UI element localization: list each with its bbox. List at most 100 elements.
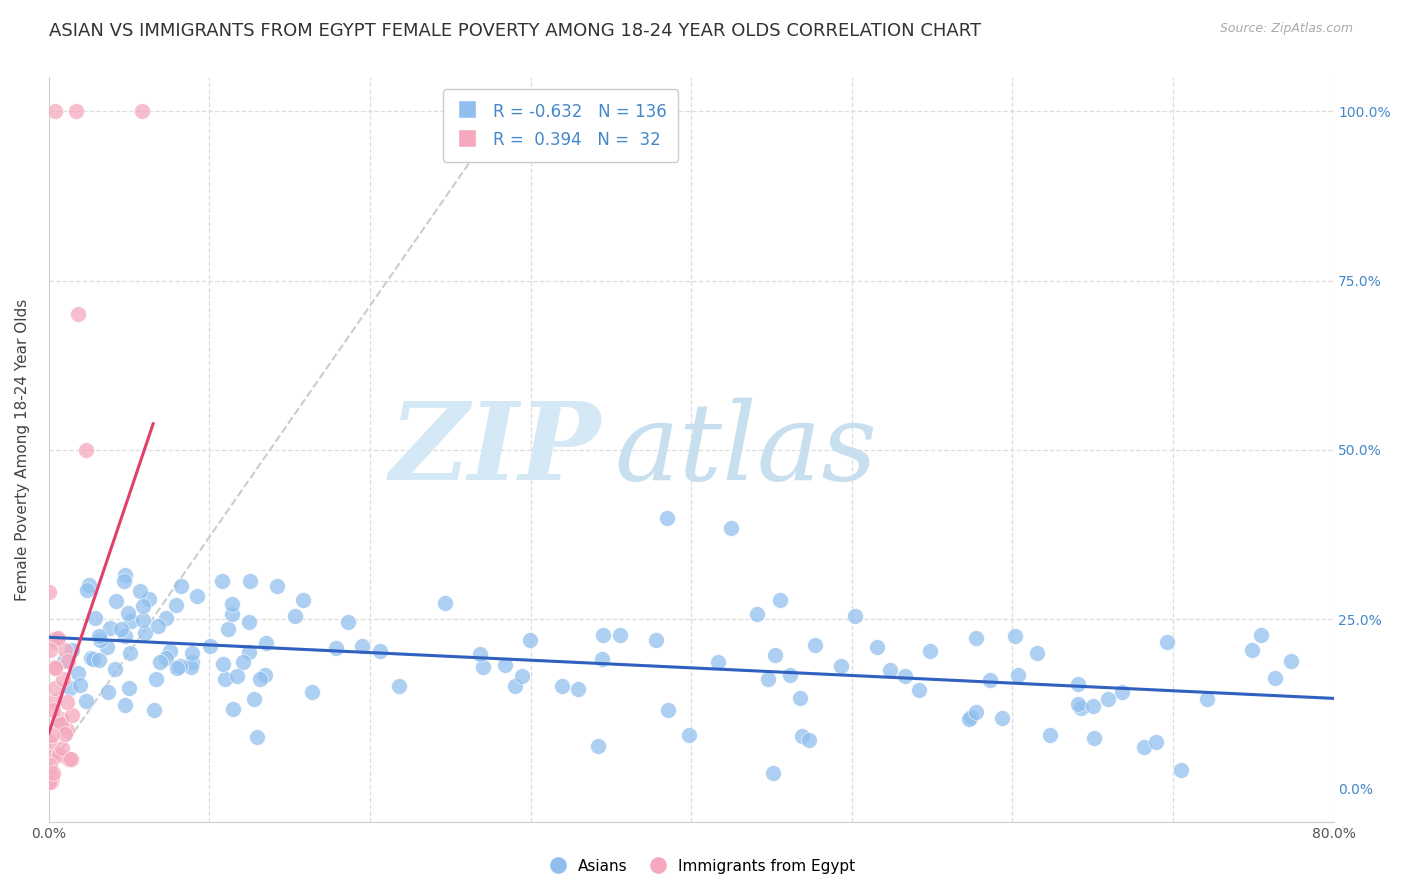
Point <box>762 765 785 780</box>
Point <box>471 660 494 674</box>
Point <box>42 632 65 646</box>
Point <box>44 634 66 648</box>
Point <box>1097 692 1119 706</box>
Point <box>1132 740 1154 755</box>
Point <box>98 621 121 635</box>
Point <box>494 658 516 673</box>
Point <box>368 644 391 658</box>
Legend: R = -0.632   N = 136, R =  0.394   N =  32: R = -0.632 N = 136, R = 0.394 N = 32 <box>443 89 678 161</box>
Point <box>77 577 100 591</box>
Point <box>1067 697 1090 711</box>
Point <box>46 631 69 645</box>
Point <box>132 613 155 627</box>
Point <box>60 752 83 766</box>
Point <box>325 640 347 655</box>
Point <box>49 716 72 731</box>
Point <box>82 652 104 666</box>
Text: atlas: atlas <box>614 397 877 502</box>
Point <box>246 730 269 744</box>
Point <box>769 593 792 607</box>
Point <box>48 747 70 762</box>
Point <box>301 685 323 699</box>
Point <box>1083 731 1105 746</box>
Y-axis label: Female Poverty Among 18-24 Year Olds: Female Poverty Among 18-24 Year Olds <box>15 299 30 601</box>
Point <box>226 669 249 683</box>
Text: ZIP: ZIP <box>389 397 602 503</box>
Point <box>1070 701 1092 715</box>
Point <box>41 770 63 784</box>
Point <box>745 607 768 621</box>
Point <box>503 680 526 694</box>
Point <box>592 628 614 642</box>
Point <box>645 633 668 648</box>
Point <box>80 650 103 665</box>
Point <box>55 695 77 709</box>
Point <box>180 646 202 660</box>
Point <box>763 648 786 662</box>
Point <box>110 622 132 636</box>
Point <box>53 654 76 668</box>
Point <box>121 614 143 628</box>
Point <box>253 668 276 682</box>
Point <box>44 661 66 675</box>
Point <box>165 599 187 613</box>
Point <box>129 583 152 598</box>
Point <box>60 708 83 723</box>
Point <box>83 611 105 625</box>
Point <box>58 654 80 668</box>
Point <box>65 104 87 119</box>
Point <box>966 631 988 645</box>
Point <box>38 584 60 599</box>
Point <box>1004 629 1026 643</box>
Point <box>180 660 202 674</box>
Point <box>1067 677 1090 691</box>
Point <box>97 685 120 699</box>
Point <box>657 704 679 718</box>
Point <box>42 703 65 717</box>
Point <box>138 591 160 606</box>
Point <box>149 655 172 669</box>
Point <box>159 644 181 658</box>
Point <box>38 758 60 772</box>
Point <box>222 701 245 715</box>
Point <box>114 567 136 582</box>
Point <box>60 643 83 657</box>
Point <box>211 574 233 588</box>
Point <box>44 104 66 119</box>
Legend: Asians, Immigrants from Egypt: Asians, Immigrants from Egypt <box>544 853 862 880</box>
Point <box>1144 735 1167 749</box>
Point <box>46 714 69 728</box>
Point <box>1007 667 1029 681</box>
Point <box>169 658 191 673</box>
Point <box>707 655 730 669</box>
Point <box>118 647 141 661</box>
Point <box>114 698 136 712</box>
Point <box>44 660 66 674</box>
Point <box>89 653 111 667</box>
Point <box>1279 654 1302 668</box>
Point <box>959 710 981 724</box>
Point <box>1170 763 1192 777</box>
Point <box>920 644 942 658</box>
Point <box>89 629 111 643</box>
Point <box>53 643 76 657</box>
Point <box>844 609 866 624</box>
Point <box>146 619 169 633</box>
Point <box>96 640 118 654</box>
Point <box>1156 635 1178 649</box>
Point <box>104 662 127 676</box>
Point <box>908 682 931 697</box>
Point <box>69 678 91 692</box>
Point <box>879 663 901 677</box>
Point <box>166 661 188 675</box>
Point <box>76 582 98 597</box>
Point <box>38 774 60 789</box>
Point <box>75 694 97 708</box>
Point <box>38 643 60 657</box>
Point <box>434 596 457 610</box>
Point <box>866 640 889 655</box>
Point <box>519 633 541 648</box>
Point <box>170 578 193 592</box>
Point <box>894 669 917 683</box>
Point <box>44 747 66 761</box>
